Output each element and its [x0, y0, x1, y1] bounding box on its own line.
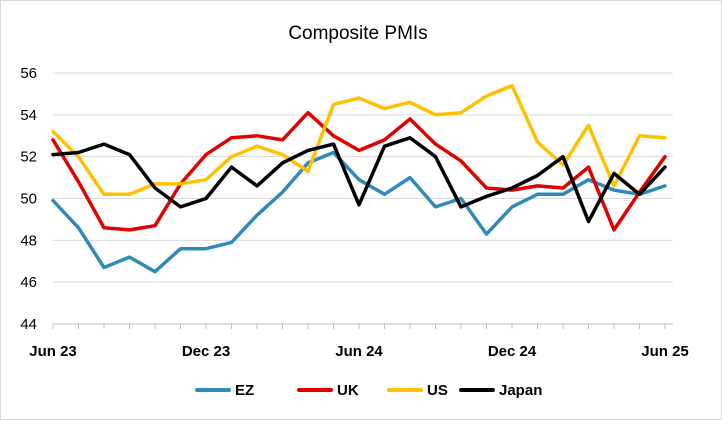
legend-label-japan: Japan: [499, 382, 542, 399]
legend-label-ez: EZ: [235, 382, 254, 399]
x-tick-label: Dec 23: [182, 343, 230, 360]
series-line-japan: [51, 136, 667, 224]
y-axis-ticks: 44 46 48 50 52 54 56: [20, 65, 37, 333]
series-lines: [51, 83, 667, 274]
y-tick-label: 52: [20, 149, 37, 166]
y-tick-label: 54: [20, 107, 37, 124]
x-tick-label: Jun 25: [641, 343, 689, 360]
series-line-uk: [51, 110, 667, 232]
series-line-us: [51, 83, 667, 197]
legend-label-us: US: [427, 382, 448, 399]
y-tick-label: 44: [20, 316, 37, 333]
x-tick-label: Jun 23: [29, 343, 77, 360]
y-tick-label: 48: [20, 232, 37, 249]
y-tick-label: 56: [20, 65, 37, 82]
chart-title: Composite PMIs: [288, 23, 427, 44]
x-tick-label: Dec 24: [488, 343, 537, 360]
series-line-ez: [51, 150, 667, 274]
x-axis: Jun 23 Dec 23 Jun 24 Dec 24 Jun 25: [29, 323, 689, 360]
y-tick-label: 46: [20, 274, 37, 291]
legend-label-uk: UK: [337, 382, 359, 399]
legend: EZ UK US Japan: [195, 382, 542, 399]
x-tick-label: Jun 24: [335, 343, 383, 360]
y-tick-label: 50: [20, 191, 37, 208]
